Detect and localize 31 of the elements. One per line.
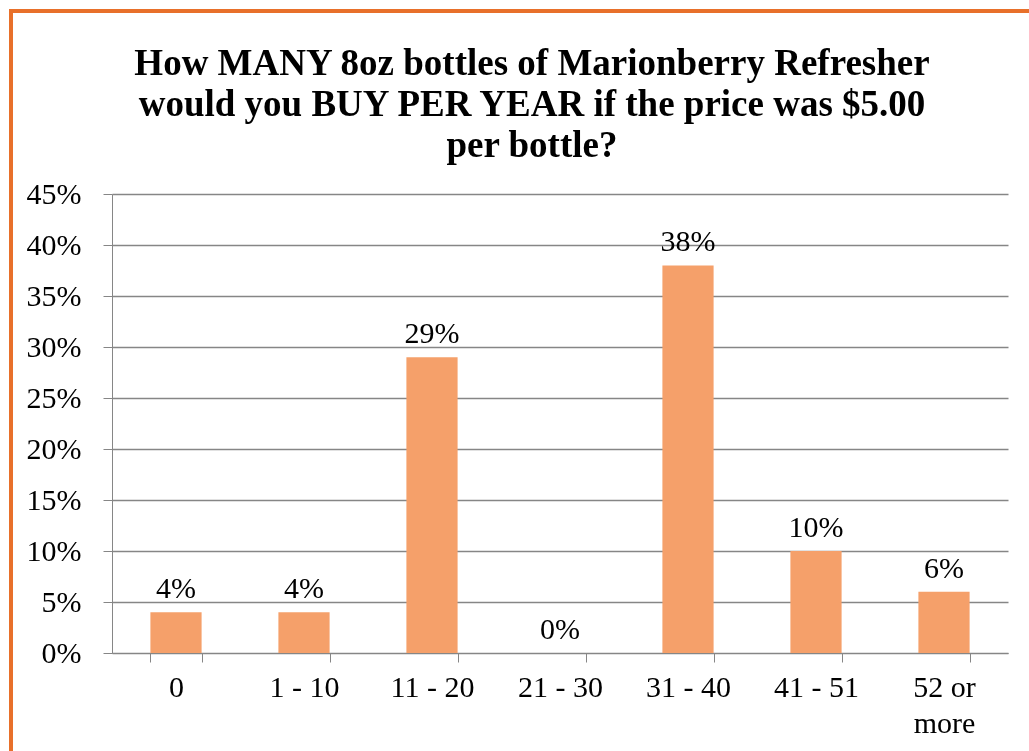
data-label: 0% — [540, 612, 580, 645]
y-tick-label: 25% — [26, 380, 82, 414]
x-tick-label: 52 or more — [913, 669, 976, 739]
data-label: 10% — [788, 510, 844, 543]
y-tick-label: 15% — [26, 482, 82, 516]
x-tick-label: 41 - 51 — [774, 669, 859, 703]
x-tick-label: 1 - 10 — [269, 669, 340, 703]
bar — [406, 357, 458, 653]
y-tick-label: 30% — [26, 329, 82, 363]
y-tick-label: 0% — [41, 635, 82, 669]
bar — [150, 612, 202, 653]
x-tick-label: 11 - 20 — [390, 669, 475, 703]
bar — [278, 612, 330, 653]
chart-title: How MANY 8oz bottles of Marionberry Refresher would you BUY PER YEAR if the price was $5.00 per bottle? — [134, 42, 930, 165]
data-label: 4% — [156, 571, 196, 605]
y-tick-label: 40% — [26, 227, 82, 261]
x-tick-label: 0 — [169, 669, 184, 703]
y-tick-label: 20% — [26, 431, 82, 465]
y-tick-label: 10% — [26, 533, 82, 567]
y-tick-label: 35% — [26, 278, 82, 312]
y-tick-label: 5% — [41, 584, 82, 618]
y-tick-label: 45% — [26, 176, 82, 210]
bar — [918, 591, 970, 653]
data-label: 29% — [404, 316, 460, 350]
data-label: 4% — [284, 571, 324, 605]
x-tick-label: 21 - 30 — [518, 669, 603, 703]
bar — [790, 551, 842, 653]
x-tick-label: 31 - 40 — [646, 669, 731, 703]
bar — [662, 265, 714, 653]
data-label: 38% — [660, 224, 716, 258]
data-label: 6% — [924, 550, 964, 584]
